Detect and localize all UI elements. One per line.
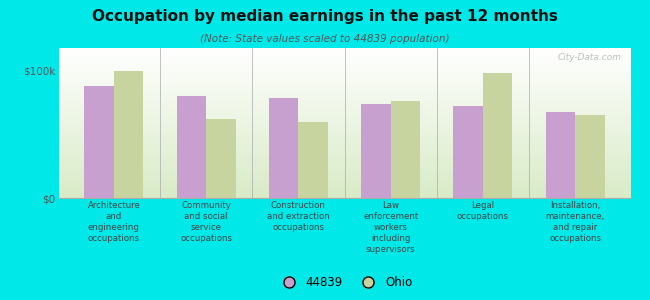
Text: Occupation by median earnings in the past 12 months: Occupation by median earnings in the pas… — [92, 9, 558, 24]
Bar — [206, 119, 236, 198]
Bar — [545, 112, 575, 198]
Bar — [391, 101, 420, 198]
Bar — [269, 98, 298, 198]
Text: (Note: State values scaled to 44839 population): (Note: State values scaled to 44839 popu… — [200, 34, 450, 44]
Bar — [114, 71, 144, 198]
Bar — [298, 122, 328, 198]
Bar — [84, 86, 114, 198]
Text: City-Data.com: City-Data.com — [558, 52, 622, 62]
Bar — [177, 96, 206, 198]
Legend: 44839, Ohio: 44839, Ohio — [272, 272, 417, 294]
Bar — [361, 104, 391, 198]
Bar — [575, 116, 604, 198]
Bar — [483, 74, 512, 198]
Bar — [453, 106, 483, 198]
